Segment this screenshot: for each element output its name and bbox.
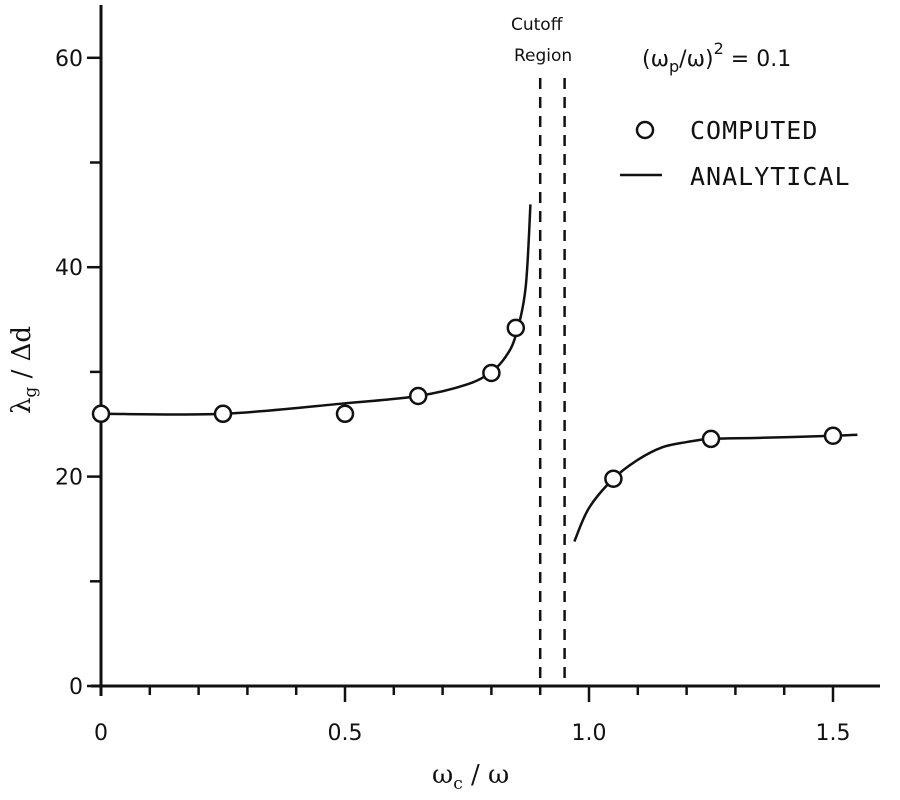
computed-point bbox=[335, 404, 355, 424]
computed-point bbox=[91, 404, 111, 424]
y-tick-label: 0 bbox=[69, 675, 83, 700]
parameter-annotation-text: (ω bbox=[642, 47, 669, 72]
computed-points bbox=[91, 318, 843, 488]
legend-label-computed: COMPUTED bbox=[690, 116, 818, 145]
y-axis-title: λg / Δd bbox=[7, 326, 41, 414]
computed-point bbox=[604, 469, 623, 488]
x-tick-label: 1.0 bbox=[572, 721, 607, 746]
y-tick-label: 20 bbox=[55, 466, 83, 491]
x-tick-label: 0.5 bbox=[328, 721, 363, 746]
computed-point bbox=[701, 429, 721, 449]
axes: 0 20 40 60 0 0.5 1.0 1.5 bbox=[55, 5, 880, 746]
cutoff-label-line2: Region bbox=[514, 46, 572, 66]
analytical-curves bbox=[100, 204, 858, 543]
y-tick-label: 60 bbox=[55, 47, 83, 72]
legend-label-analytical: ANALYTICAL bbox=[690, 162, 851, 191]
cutoff-label-line1: Cutoff bbox=[511, 15, 564, 35]
parameter-annotation: (ωp/ω)2 = 0.1 bbox=[642, 39, 791, 76]
x-tick-label: 1.5 bbox=[816, 721, 851, 746]
y-axis-label: λg / Δd bbox=[7, 326, 41, 414]
x-axis-label: ωc / ω bbox=[432, 760, 509, 794]
analytical-curve bbox=[573, 433, 858, 543]
x-tick-label: 0 bbox=[94, 721, 108, 746]
analytical-curve bbox=[100, 204, 532, 416]
y-tick-label: 40 bbox=[55, 256, 83, 281]
computed-point bbox=[823, 426, 843, 446]
computed-point bbox=[506, 318, 526, 338]
x-axis-title: ωc / ω bbox=[432, 760, 509, 794]
legend: COMPUTED ANALYTICAL bbox=[620, 116, 851, 191]
computed-point bbox=[482, 363, 501, 383]
cutoff-region-lines bbox=[538, 78, 566, 686]
computed-point bbox=[408, 386, 428, 406]
legend-circle-icon bbox=[635, 120, 655, 140]
computed-point bbox=[213, 404, 233, 424]
